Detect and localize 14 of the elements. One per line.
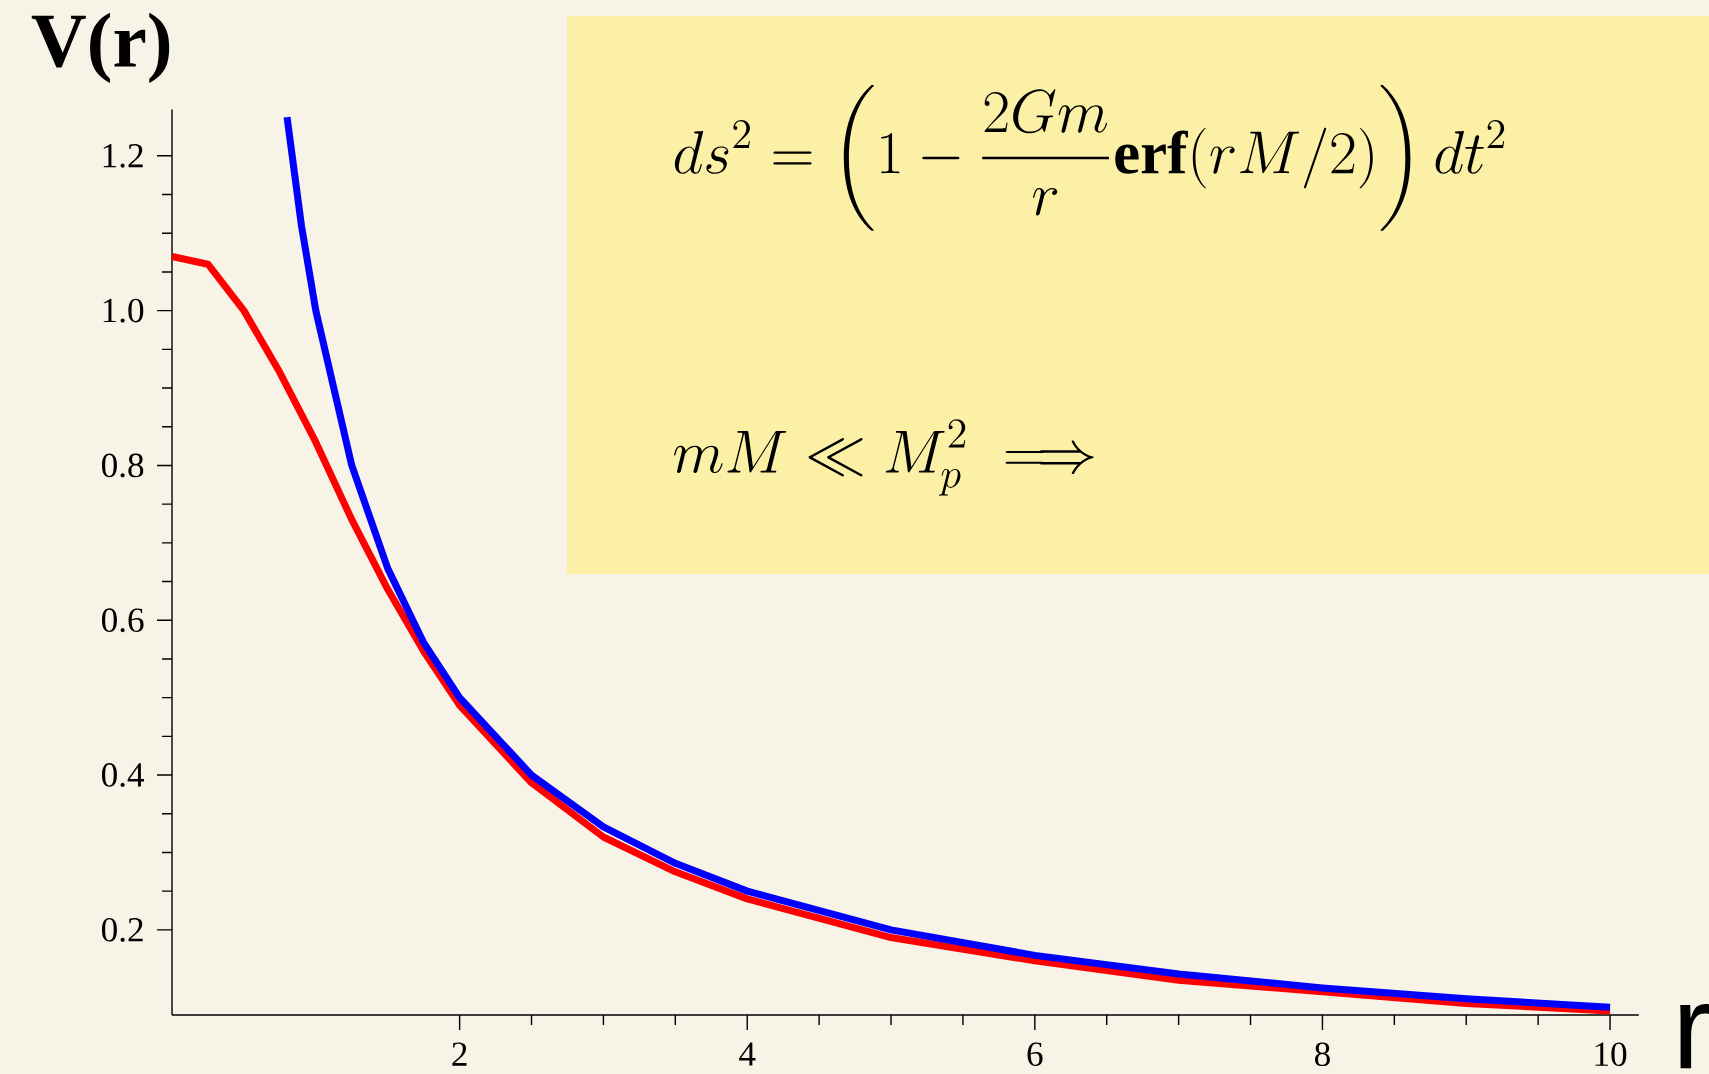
y-tick-label: 1.2	[103, 143, 143, 168]
y-tick-label: 0.6	[101, 608, 144, 633]
x-tick-label: 6	[1027, 1042, 1043, 1066]
x-tick-label: 10	[1595, 1042, 1627, 1067]
x-tick-label: 4	[739, 1042, 756, 1066]
annotation: $ds^2 = \left(1 - \frac{2Gm}{r}\mathbf{erf}(rM/2)\right) dt^2$	[674, 85, 1505, 231]
y-tick-label: 0.2	[101, 917, 143, 942]
y-axis-title: V(r)	[31, 12, 170, 83]
x-tick-label: 2	[452, 1042, 467, 1066]
y-tick-label: 1.0	[103, 298, 144, 323]
annotation: $mM \ll M_p^2 \implies$	[674, 419, 1094, 496]
y-tick-label: 0.8	[101, 453, 144, 478]
x-tick-label: 8	[1314, 1042, 1330, 1067]
y-tick-label: 0.4	[101, 763, 145, 787]
